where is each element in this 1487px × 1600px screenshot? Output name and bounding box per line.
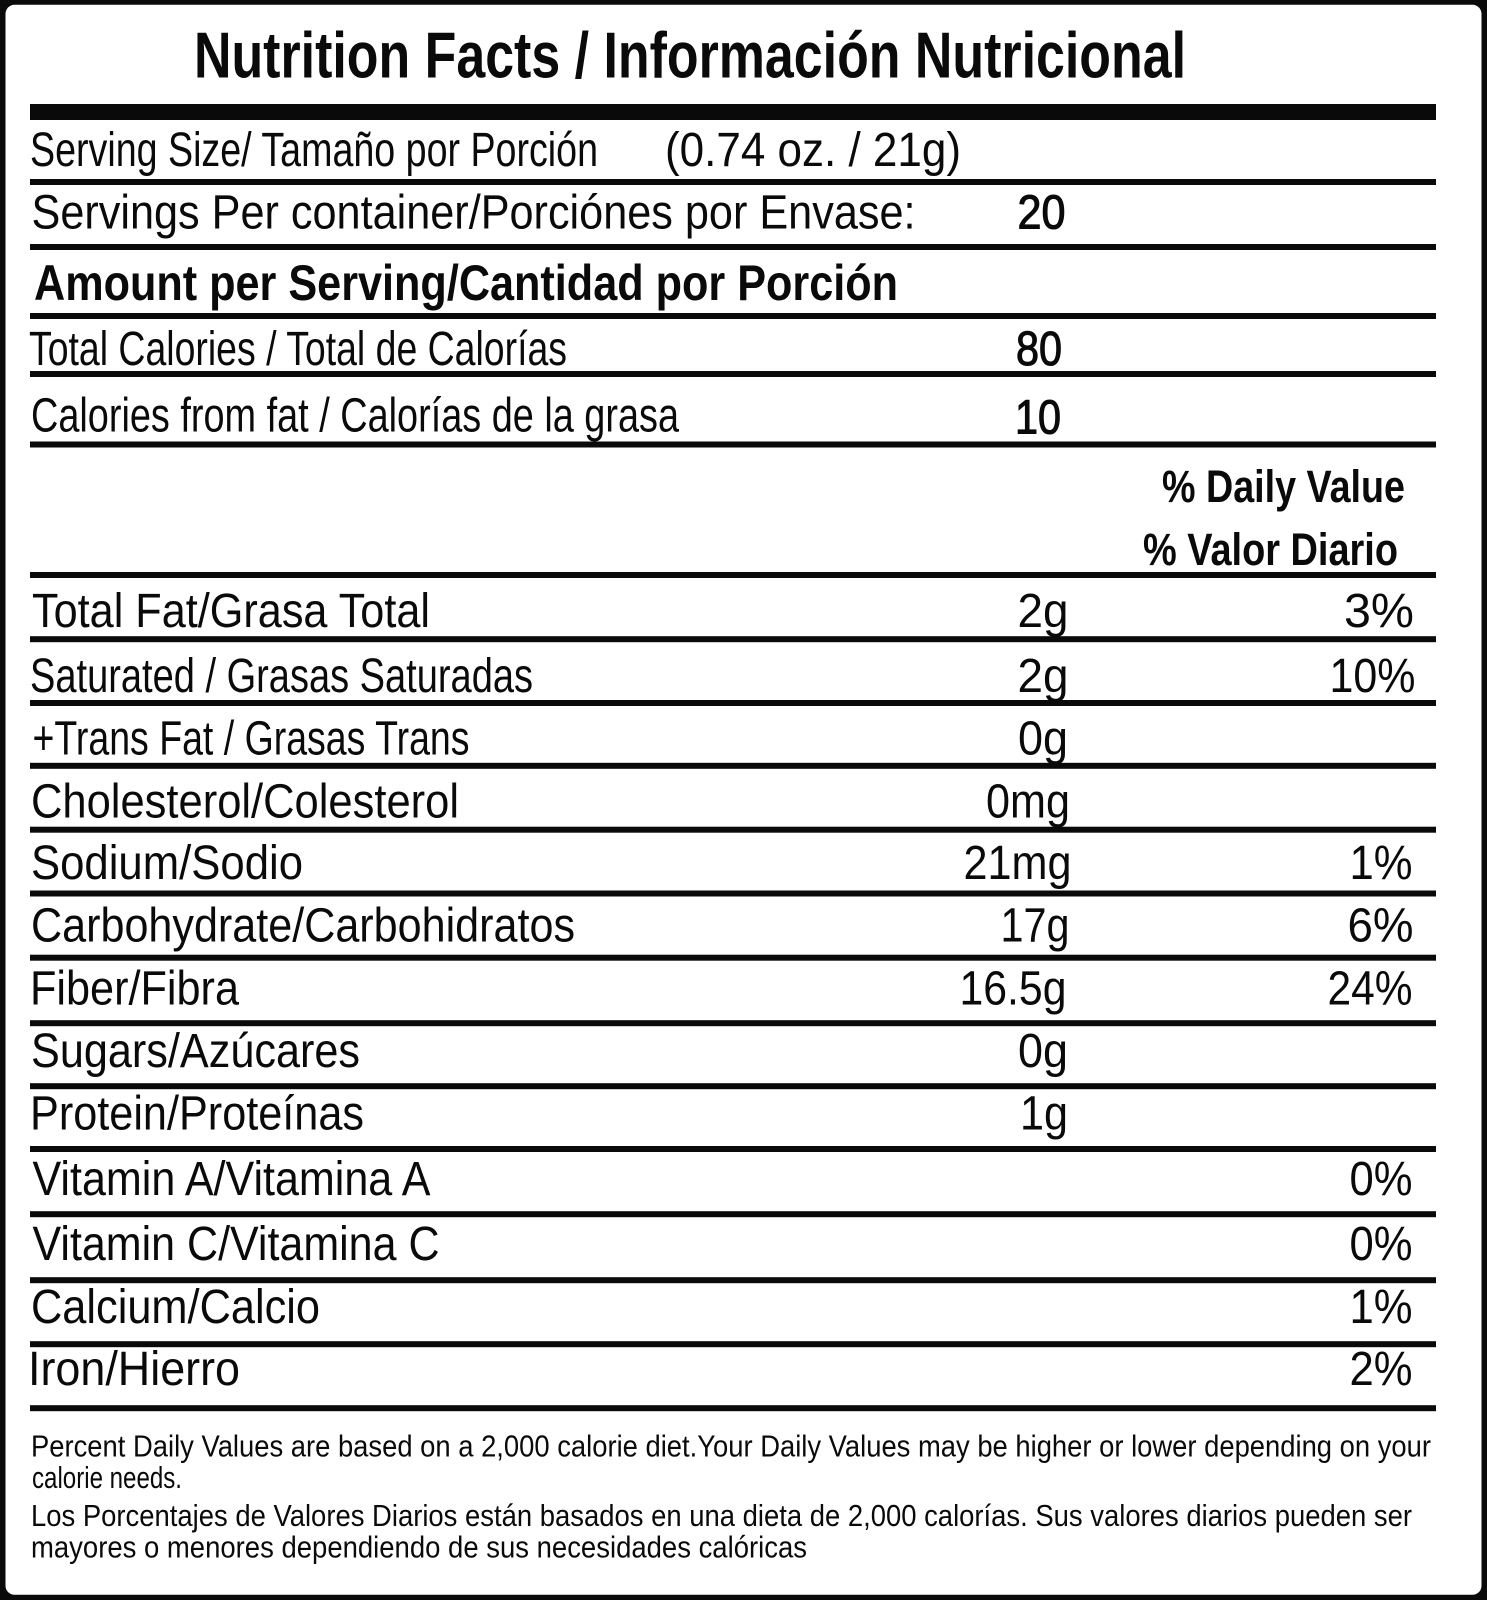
svg-text:24%: 24% bbox=[1328, 963, 1413, 1016]
svg-text:1%: 1% bbox=[1350, 837, 1413, 890]
svg-text:10: 10 bbox=[1015, 392, 1061, 445]
svg-text:Fiber/Fibra: Fiber/Fibra bbox=[30, 963, 239, 1016]
svg-text:Saturated / Grasas Saturadas: Saturated / Grasas Saturadas bbox=[30, 650, 533, 703]
svg-text:16.5g: 16.5g bbox=[960, 963, 1067, 1016]
svg-text:0g: 0g bbox=[1018, 713, 1068, 766]
svg-text:2%: 2% bbox=[1350, 1343, 1413, 1396]
svg-text:Protein/Proteínas: Protein/Proteínas bbox=[30, 1088, 364, 1141]
svg-text:6%: 6% bbox=[1348, 900, 1414, 953]
svg-text:17g: 17g bbox=[1001, 900, 1070, 953]
svg-text:1g: 1g bbox=[1020, 1088, 1068, 1141]
svg-text:Carbohydrate/Carbohidratos: Carbohydrate/Carbohidratos bbox=[31, 900, 575, 953]
svg-text:Sodium/Sodio: Sodium/Sodio bbox=[31, 837, 303, 890]
svg-text:0%: 0% bbox=[1350, 1153, 1413, 1206]
svg-text:Percent Daily Values are based: Percent Daily Values are based on a 2,00… bbox=[31, 1429, 1431, 1464]
svg-text:Cholesterol/Colesterol: Cholesterol/Colesterol bbox=[31, 776, 459, 829]
svg-text:1%: 1% bbox=[1350, 1281, 1413, 1334]
svg-text:Total Fat/Grasa Total: Total Fat/Grasa Total bbox=[32, 585, 430, 638]
svg-text:21mg: 21mg bbox=[964, 837, 1072, 890]
svg-text:calorie needs.: calorie needs. bbox=[32, 1460, 182, 1495]
svg-text:3%: 3% bbox=[1344, 585, 1414, 638]
svg-text:Nutrition Facts / Información: Nutrition Facts / Información Nutriciona… bbox=[194, 19, 1186, 92]
svg-text:(0.74 oz. / 21g): (0.74 oz. / 21g) bbox=[665, 124, 961, 177]
svg-text:Calcium/Calcio: Calcium/Calcio bbox=[31, 1281, 320, 1334]
svg-text:0mg: 0mg bbox=[986, 776, 1070, 829]
svg-text:0g: 0g bbox=[1018, 1025, 1068, 1078]
svg-text:Servings Per container/Porción: Servings Per container/Porciónes por Env… bbox=[32, 187, 916, 240]
svg-text:Calories from fat / Calorías d: Calories from fat / Calorías de la grasa bbox=[31, 390, 679, 443]
svg-text:% Daily Value: % Daily Value bbox=[1162, 461, 1405, 512]
svg-text:Amount per Serving/Cantidad po: Amount per Serving/Cantidad por Porción bbox=[34, 255, 898, 311]
svg-text:Serving Size/ Tamaño por Porci: Serving Size/ Tamaño por Porción bbox=[30, 124, 598, 177]
svg-text:Vitamin C/Vitamina C: Vitamin C/Vitamina C bbox=[33, 1218, 440, 1271]
svg-text:20: 20 bbox=[1018, 187, 1066, 240]
svg-text:Iron/Hierro: Iron/Hierro bbox=[28, 1343, 240, 1396]
svg-text:10%: 10% bbox=[1330, 650, 1416, 703]
svg-text:0%: 0% bbox=[1350, 1218, 1413, 1271]
svg-text:+Trans Fat / Grasas Trans: +Trans Fat / Grasas Trans bbox=[33, 713, 470, 766]
svg-text:Sugars/Azúcares: Sugars/Azúcares bbox=[31, 1025, 360, 1078]
svg-text:80: 80 bbox=[1016, 323, 1062, 376]
svg-text:Los Porcentajes de Valores Dia: Los Porcentajes de Valores Diarios están… bbox=[31, 1498, 1412, 1533]
svg-text:2g: 2g bbox=[1018, 585, 1069, 638]
svg-text:2g: 2g bbox=[1018, 650, 1069, 703]
svg-text:% Valor Diario: % Valor Diario bbox=[1143, 524, 1398, 575]
svg-text:mayores o menores dependiendo: mayores o menores dependiendo de sus nec… bbox=[31, 1530, 807, 1565]
svg-text:Vitamin A/Vitamina A: Vitamin A/Vitamina A bbox=[33, 1153, 431, 1206]
svg-text:Total Calories / Total de Calo: Total Calories / Total de Calorías bbox=[29, 323, 567, 376]
